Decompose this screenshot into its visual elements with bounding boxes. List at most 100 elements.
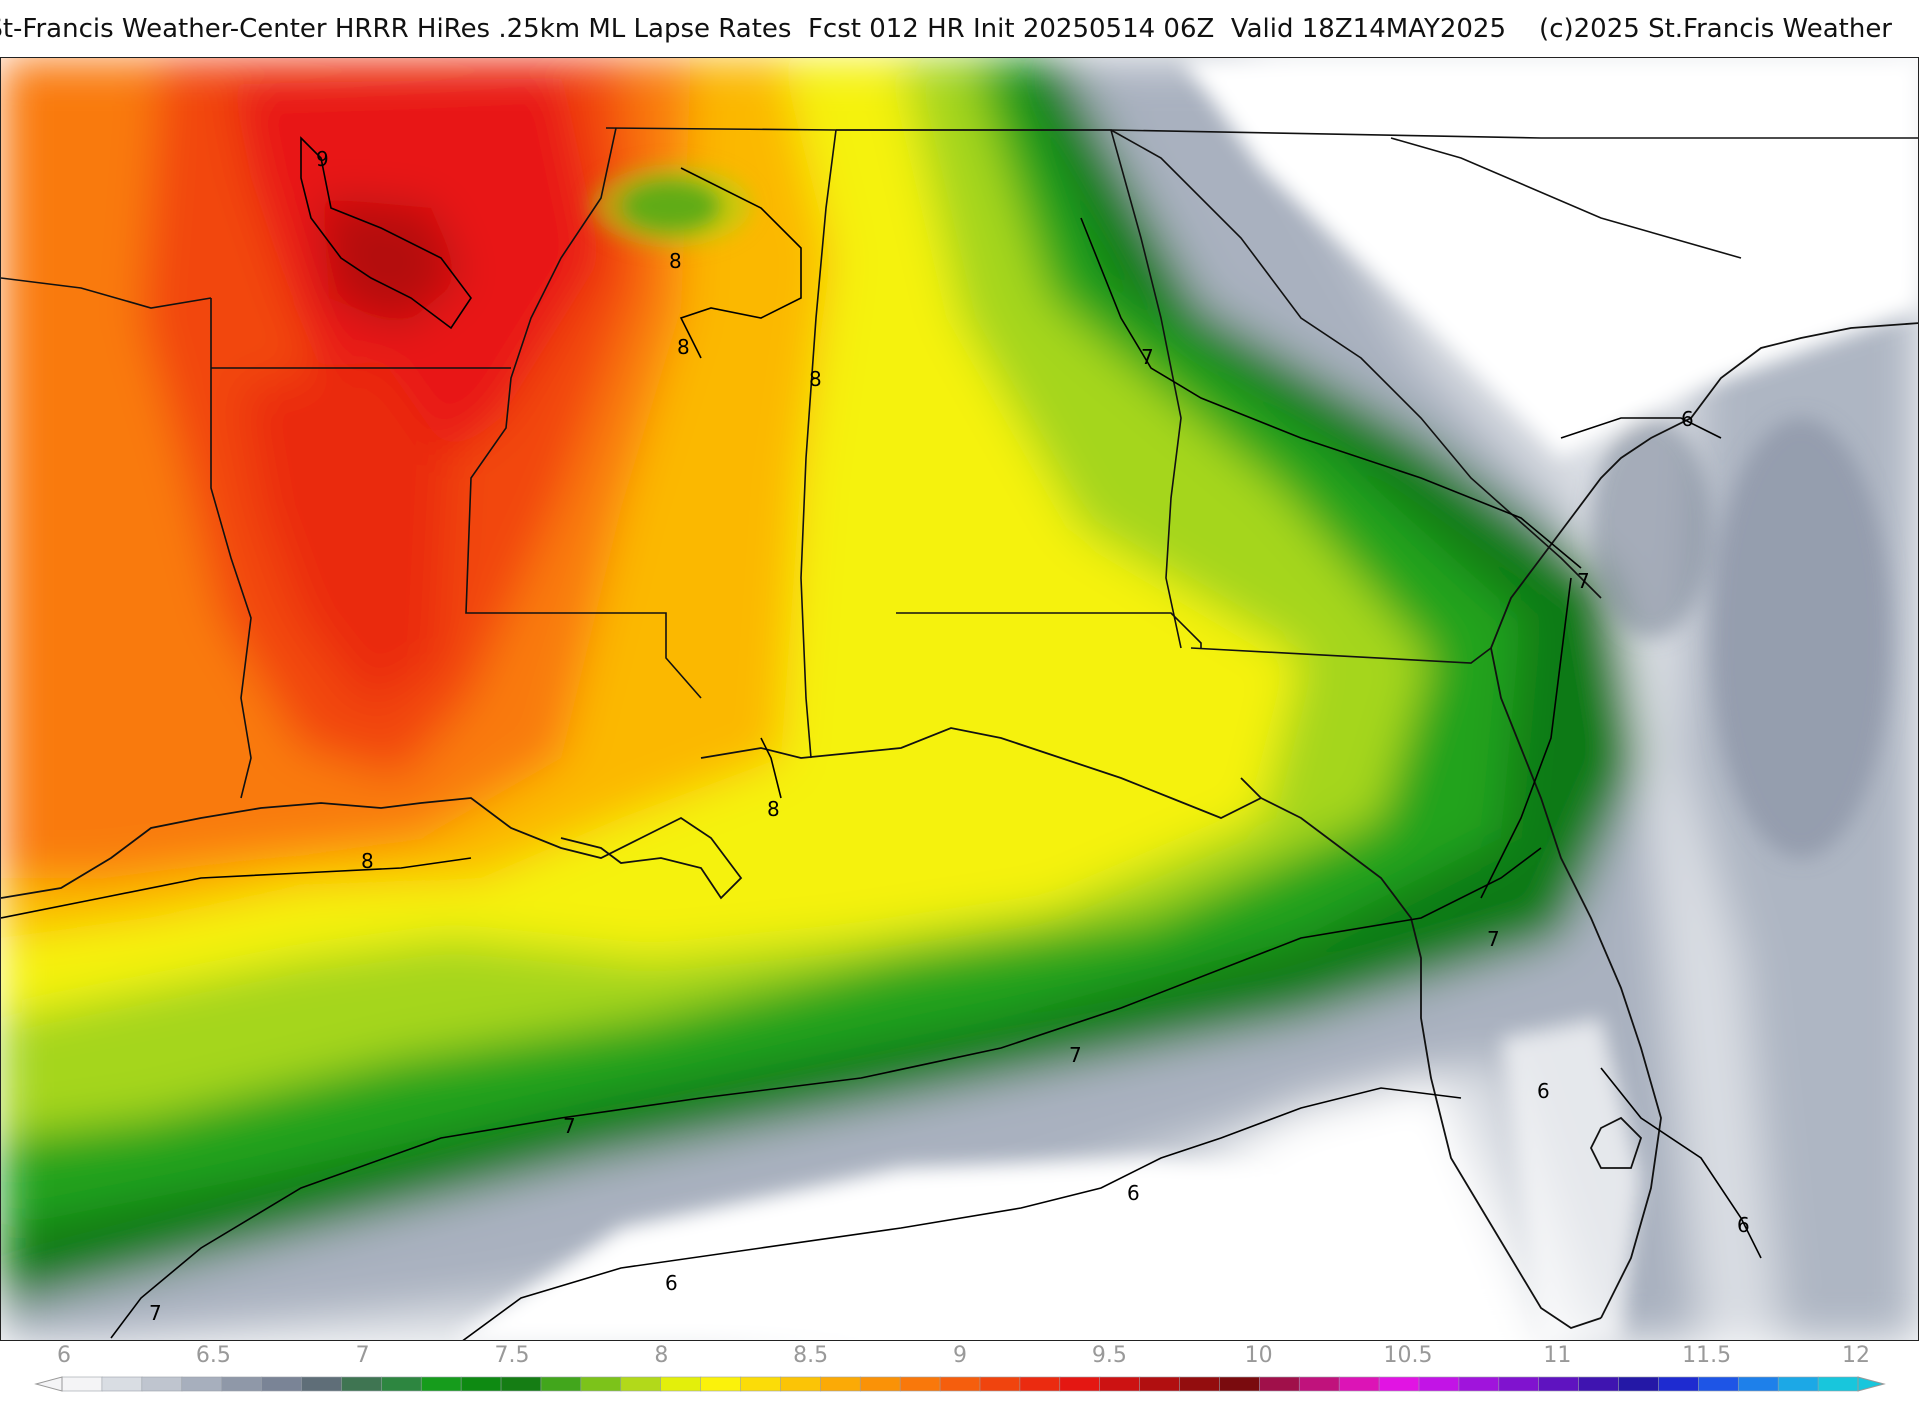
colorbar-tick-label: 12 — [1842, 1343, 1870, 1368]
colorbar-swatch — [1578, 1376, 1620, 1392]
colorbar-swatch — [1378, 1376, 1420, 1392]
colorbar-swatch — [1418, 1376, 1460, 1392]
colorbar-swatch — [341, 1376, 383, 1392]
contour-label: 7 — [563, 1114, 576, 1138]
contour-7-east — [1480, 577, 1572, 899]
colorbar-swatch — [420, 1376, 462, 1392]
colorbar-swatch — [301, 1376, 343, 1392]
colorbar-swatch — [1658, 1376, 1700, 1392]
coastline — [1, 322, 1918, 1329]
contour-label: 8 — [767, 797, 780, 821]
contour-7-north — [1080, 217, 1582, 569]
shade-dark-red — [321, 198, 461, 328]
contour-label-group: 9 8 8 8 8 8 7 7 7 7 7 7 6 6 6 6 6 — [149, 147, 1750, 1325]
border-al-ga — [836, 129, 1182, 649]
colorbar-swatch — [221, 1376, 263, 1392]
colorbar-swatch — [580, 1376, 622, 1392]
shade-ne-white — [1181, 58, 1918, 458]
contour-9 — [300, 136, 472, 330]
colorbar-left-arrow — [34, 1376, 63, 1392]
colorbar-swatch — [1618, 1376, 1660, 1392]
colorbar-swatch — [1698, 1376, 1740, 1392]
colorbar-swatch — [500, 1376, 542, 1392]
border-tn — [605, 127, 1918, 139]
colorbar-swatch — [780, 1376, 822, 1392]
colorbar-swatches — [61, 1376, 1859, 1392]
colorbar-tick-label: 10 — [1244, 1343, 1273, 1368]
contour-label: 6 — [665, 1271, 678, 1295]
colorbar-swatch — [1099, 1376, 1141, 1392]
colorbar-swatch — [101, 1376, 143, 1392]
colorbar-swatch — [1538, 1376, 1580, 1392]
border-ok-tx — [1, 277, 212, 309]
border-tx-la — [210, 298, 252, 799]
colorbar-swatch — [61, 1376, 103, 1392]
border-al-fl — [896, 612, 1202, 648]
colorbar-swatch — [859, 1376, 901, 1392]
colorbar-swatch — [1179, 1376, 1221, 1392]
contour-label: 7 — [149, 1301, 162, 1325]
colorbar-tick-label: 6.5 — [195, 1343, 231, 1368]
border-ms-la — [465, 127, 702, 699]
contour-6-ne — [1560, 417, 1722, 439]
colorbar-swatch — [1298, 1376, 1340, 1392]
border-ga-sc — [1110, 129, 1602, 599]
colorbar-swatch — [1338, 1376, 1380, 1392]
contour-label: 8 — [677, 335, 690, 359]
contour-8-north — [679, 167, 802, 359]
colorbar — [0, 1342, 1920, 1400]
contour-label: 7 — [1069, 1043, 1082, 1067]
contour-label: 8 — [669, 249, 682, 273]
colorbar-swatch — [1458, 1376, 1500, 1392]
contour-label: 7 — [1577, 569, 1590, 593]
colorbar-tick-label: 11 — [1543, 1343, 1572, 1368]
border-ms-al — [800, 129, 837, 759]
colorbar-swatch — [1219, 1376, 1261, 1392]
contour-8-gulf — [1, 857, 472, 919]
border-nc-sc — [1390, 137, 1742, 259]
contour-lines — [1, 136, 1762, 1340]
colorbar-swatch — [1817, 1376, 1859, 1392]
colorbar-swatch — [540, 1376, 582, 1392]
colorbar-tick-label: 10.5 — [1383, 1343, 1433, 1368]
colorbar-swatch — [141, 1376, 183, 1392]
colorbar-tick-label: 11.5 — [1682, 1343, 1732, 1368]
contour-6-gulf — [462, 1087, 1462, 1340]
colorbar-swatch — [899, 1376, 941, 1392]
colorbar-swatch — [1777, 1376, 1819, 1392]
contour-label: 6 — [1737, 1213, 1750, 1237]
contour-label: 6 — [1127, 1181, 1140, 1205]
colorbar-swatch — [740, 1376, 782, 1392]
map-title: St-Francis Weather-Center HRRR HiRes .25… — [0, 14, 1892, 44]
colorbar-tick-label: 9.5 — [1091, 1343, 1127, 1368]
colorbar-tick-label: 6 — [57, 1343, 71, 1368]
state-borders — [1, 127, 1918, 799]
contour-label: 7 — [1487, 927, 1500, 951]
contour-label: 7 — [1141, 345, 1154, 369]
colorbar-swatch — [181, 1376, 223, 1392]
contour-8-ms — [760, 737, 782, 799]
colorbar-tick-label: 7.5 — [494, 1343, 530, 1368]
colorbar-right-arrow — [1857, 1376, 1886, 1392]
colorbar-swatch — [1737, 1376, 1779, 1392]
contour-7-south — [110, 847, 1542, 1339]
contour-label: 8 — [809, 367, 822, 391]
colorbar-swatch — [820, 1376, 862, 1392]
contour-6-east — [1600, 1067, 1762, 1259]
colorbar-swatch — [1498, 1376, 1540, 1392]
lapse-rate-shading — [1, 58, 1918, 1340]
contour-label: 8 — [361, 849, 374, 873]
border-ga-fl — [1190, 647, 1492, 664]
colorbar-swatch — [1019, 1376, 1061, 1392]
colorbar-swatch — [939, 1376, 981, 1392]
shade-red-west — [241, 358, 451, 708]
lapse-rate-map: 9 8 8 8 8 8 7 7 7 7 7 7 6 6 6 6 6 — [0, 57, 1919, 1341]
colorbar-swatch — [1059, 1376, 1101, 1392]
contour-label: 9 — [316, 147, 329, 171]
colorbar-swatch — [460, 1376, 502, 1392]
colorbar-swatch — [660, 1376, 702, 1392]
colorbar-swatch — [979, 1376, 1021, 1392]
contour-label: 6 — [1537, 1079, 1550, 1103]
colorbar-swatch — [1139, 1376, 1181, 1392]
colorbar-swatch — [620, 1376, 662, 1392]
